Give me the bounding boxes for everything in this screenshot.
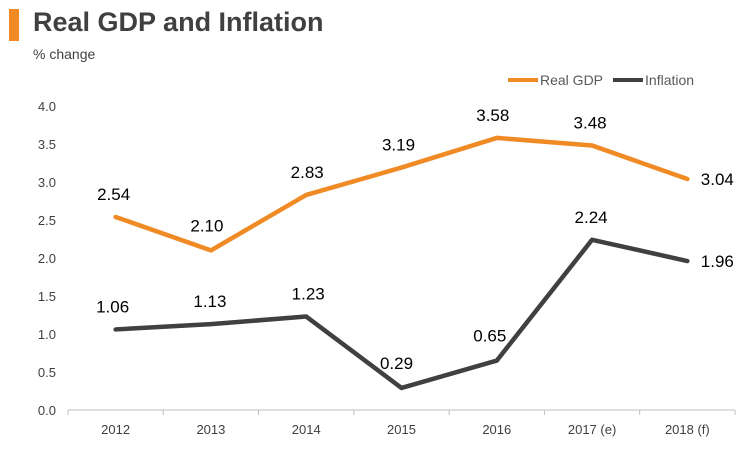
legend-swatch-real-gdp — [508, 78, 538, 82]
y-tick-label: 0.0 — [38, 403, 56, 418]
x-tick-label: 2015 — [387, 422, 416, 437]
y-tick-label: 0.5 — [38, 365, 56, 380]
y-tick-label: 3.5 — [38, 137, 56, 152]
x-tick-label: 2014 — [292, 422, 321, 437]
data-label-inflation: 0.65 — [473, 327, 506, 346]
data-label-inflation: 1.13 — [193, 292, 226, 311]
data-label-inflation: 1.23 — [292, 285, 325, 304]
x-tick-label: 2016 — [482, 422, 511, 437]
chart-legend: Real GDP Inflation — [508, 72, 704, 88]
x-tick-label: 2017 (e) — [568, 422, 616, 437]
y-tick-label: 3.0 — [38, 175, 56, 190]
y-tick-label: 2.5 — [38, 213, 56, 228]
chart-subtitle: % change — [33, 46, 96, 62]
data-label-real-gdp: 3.58 — [476, 106, 509, 125]
y-tick-label: 1.0 — [38, 327, 56, 342]
data-label-inflation: 2.24 — [575, 208, 608, 227]
legend-label-real-gdp: Real GDP — [540, 72, 604, 88]
data-label-real-gdp: 2.10 — [190, 216, 223, 235]
chart-title: Real GDP and Inflation — [33, 7, 324, 37]
x-tick-label: 2018 (f) — [665, 422, 710, 437]
data-label-real-gdp: 3.04 — [701, 170, 734, 189]
legend-label-inflation: Inflation — [645, 72, 695, 88]
y-tick-label: 2.0 — [38, 251, 56, 266]
data-label-inflation: 1.06 — [96, 297, 129, 316]
data-label-inflation: 1.96 — [701, 252, 734, 271]
data-label-real-gdp: 3.48 — [574, 114, 607, 133]
data-label-real-gdp: 2.54 — [97, 185, 130, 204]
x-tick-label: 2012 — [101, 422, 130, 437]
data-label-real-gdp: 2.83 — [291, 163, 324, 182]
y-tick-label: 1.5 — [38, 289, 56, 304]
data-label-real-gdp: 3.19 — [382, 136, 415, 155]
legend-item-inflation: Inflation — [613, 72, 694, 88]
x-tick-label: 2013 — [196, 422, 225, 437]
y-tick-label: 4.0 — [38, 99, 56, 114]
legend-item-real-gdp: Real GDP — [508, 72, 603, 88]
legend-swatch-inflation — [613, 78, 644, 82]
data-label-inflation: 0.29 — [380, 354, 413, 373]
title-accent-bar — [9, 9, 19, 41]
